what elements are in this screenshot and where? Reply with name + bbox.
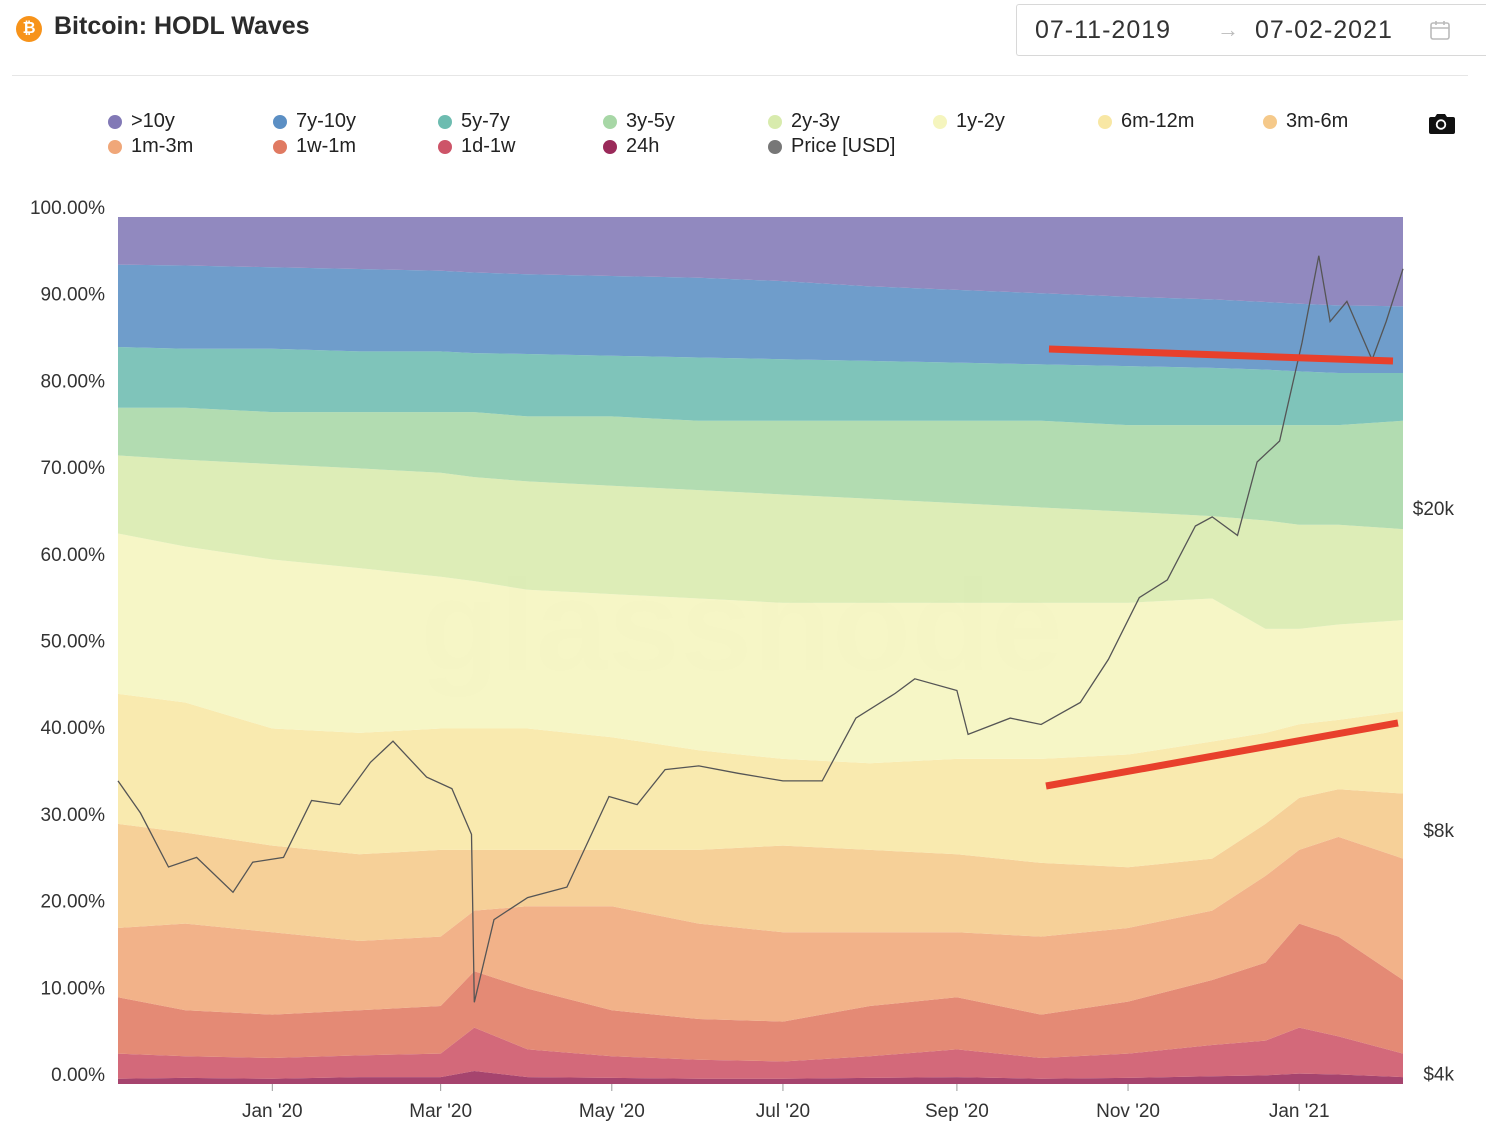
legend-label: 1w-1m: [296, 135, 357, 157]
chart-title: Bitcoin: HODL Waves: [54, 12, 310, 40]
header-divider: [12, 75, 1468, 76]
x-axis-tick-label: Sep '20: [925, 1101, 989, 1122]
legend-label: 2y-3y: [791, 110, 840, 132]
legend-item-6m-12m[interactable]: 6m-12m: [1098, 110, 1194, 133]
band-5y-7y[interactable]: [118, 347, 1403, 426]
calendar-icon[interactable]: [1429, 19, 1451, 41]
annotation-trend-line-1: [1048, 345, 1394, 365]
legend-dot-icon: [768, 139, 782, 154]
legend-dot-icon: [1098, 114, 1112, 129]
legend-label: 24h: [626, 135, 660, 157]
camera-icon[interactable]: [1426, 110, 1456, 136]
y-axis-left-tick-label: 10.00%: [41, 978, 106, 999]
legend-item-5y-7y[interactable]: 5y-7y: [438, 110, 510, 133]
legend-item-1m-3m[interactable]: 1m-3m: [108, 135, 193, 158]
legend-label: 7y-10y: [296, 110, 357, 132]
legend-item-1w-1m[interactable]: 1w-1m: [273, 135, 356, 158]
y-axis-right-tick-label: $4k: [1423, 1065, 1454, 1086]
legend-dot-icon: [933, 114, 947, 129]
legend-item-24h[interactable]: 24h: [603, 135, 659, 158]
legend-dot-icon: [603, 139, 617, 154]
x-axis-tick-label: Jul '20: [756, 1101, 810, 1122]
legend-dot-icon: [273, 114, 287, 129]
legend-item-3m-6m[interactable]: 3m-6m: [1263, 110, 1348, 133]
legend-item-1d-1w[interactable]: 1d-1w: [438, 135, 515, 158]
legend-label: 1y-2y: [956, 110, 1005, 132]
y-axis-left-tick-label: 40.00%: [41, 718, 106, 739]
date-range-arrow-icon: →: [1217, 17, 1239, 42]
date-start-input[interactable]: 07-11-2019: [1035, 16, 1172, 44]
band-3y-5y[interactable]: [118, 407, 1403, 530]
legend-label: Price [USD]: [791, 135, 896, 157]
band-24h[interactable]: [118, 1070, 1403, 1084]
legend-label: 1m-3m: [131, 135, 194, 157]
y-axis-left-tick-label: 20.00%: [41, 892, 106, 913]
y-axis-left-tick-label: 0.00%: [51, 1065, 105, 1086]
legend-label: 1d-1w: [461, 135, 516, 157]
legend-label: >10y: [131, 110, 175, 132]
x-axis-tick-label: Mar '20: [409, 1101, 472, 1122]
legend-item-3y-5y[interactable]: 3y-5y: [603, 110, 675, 133]
legend-dot-icon: [1263, 114, 1277, 129]
chart-legend: >10y 7y-10y 5y-7y 3y-5y 2y-3y 1y-2y 6m-12m 3m-6…: [0, 110, 1486, 170]
legend-dot-icon: [438, 139, 452, 154]
band-6m-12m[interactable]: [118, 693, 1403, 868]
annotation-trend-line-2: [1045, 719, 1399, 790]
band-3m-6m[interactable]: [118, 789, 1403, 941]
legend-dot-icon: [273, 139, 287, 154]
date-range-picker[interactable]: 07-11-2019 → 07-02-2021: [1016, 4, 1486, 56]
legend-item-7y-10y[interactable]: 7y-10y: [273, 110, 356, 133]
y-axis-right-tick-label: $8k: [1423, 821, 1454, 842]
band-1y-2y[interactable]: [118, 533, 1403, 764]
y-axis-right-tick-label: $20k: [1413, 499, 1455, 520]
legend-label: 5y-7y: [461, 110, 510, 132]
legend-item-1y-2y[interactable]: 1y-2y: [933, 110, 1005, 133]
band-1m-3m[interactable]: [118, 836, 1403, 1022]
bitcoin-icon: ₿: [16, 16, 42, 42]
band-1d-1w[interactable]: [118, 1027, 1403, 1079]
legend-label: 3m-6m: [1286, 110, 1349, 132]
y-axis-left-tick-label: 90.00%: [41, 285, 106, 306]
legend-label: 3y-5y: [626, 110, 675, 132]
y-axis-left-tick-label: 60.00%: [41, 545, 106, 566]
band-10y[interactable]: [118, 217, 1403, 307]
x-axis-tick-label: May '20: [579, 1101, 645, 1122]
x-axis-tick-label: Nov '20: [1096, 1101, 1160, 1122]
legend-item-price-usd[interactable]: Price [USD]: [768, 135, 895, 158]
band-2y-3y[interactable]: [118, 455, 1403, 629]
legend-label: 6m-12m: [1121, 110, 1195, 132]
x-axis-tick-label: Jan '20: [242, 1101, 303, 1122]
band-7y-10y[interactable]: [118, 264, 1403, 374]
price-usd-line[interactable]: [117, 255, 1404, 1003]
y-axis-left-tick-label: 100.00%: [30, 198, 105, 219]
band-1w-1m[interactable]: [118, 923, 1403, 1062]
legend-dot-icon: [603, 114, 617, 129]
legend-item-2y-3y[interactable]: 2y-3y: [768, 110, 840, 133]
legend-dot-icon: [108, 114, 122, 129]
x-axis-tick-label: Jan '21: [1269, 1101, 1330, 1122]
y-axis-left-tick-label: 80.00%: [41, 371, 106, 392]
legend-dot-icon: [438, 114, 452, 129]
y-axis-left-tick-label: 50.00%: [41, 632, 106, 653]
chart-header: ₿ Bitcoin: HODL Waves 07-11-2019 → 07-02…: [0, 0, 1486, 76]
legend-dot-icon: [108, 139, 122, 154]
y-axis-left-tick-label: 70.00%: [41, 458, 106, 479]
legend-item-10y[interactable]: >10y: [108, 110, 175, 133]
y-axis-left-tick-label: 30.00%: [41, 805, 106, 826]
date-end-input[interactable]: 07-02-2021: [1255, 16, 1393, 44]
legend-dot-icon: [768, 114, 782, 129]
